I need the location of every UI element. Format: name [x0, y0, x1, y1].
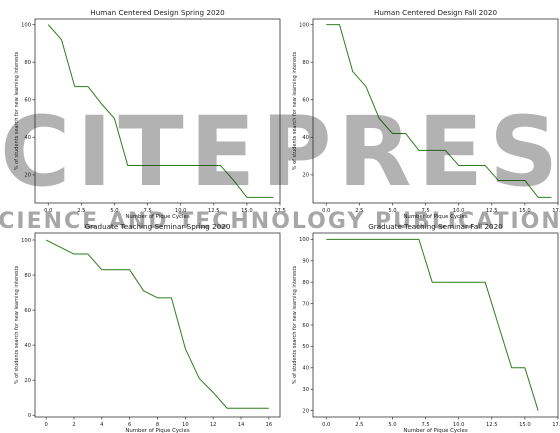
x-tick-label: 12.5	[486, 422, 498, 428]
y-tick-label: 100	[299, 237, 309, 243]
y-tick-label: 90	[302, 259, 309, 265]
chart-panel-1: Human Centered Design Spring 2020 0.0 2.5 5…	[14, 8, 286, 220]
y-tick-label: 40	[24, 135, 31, 141]
x-tick-label: 5.0	[388, 422, 396, 428]
x-tick-label: 12.5	[486, 208, 498, 214]
x-tick-label: 6	[128, 422, 131, 428]
y-tick-label: 60	[302, 323, 309, 329]
x-tick-label: 17.5	[552, 422, 560, 428]
y-tick-label: 60	[24, 98, 31, 104]
plot-frame	[34, 18, 281, 204]
y-tick-label: 60	[24, 308, 31, 314]
y-axis-label: % of students search for new learning in…	[14, 265, 20, 384]
x-tick-label: 16	[266, 422, 273, 428]
series-line	[47, 24, 274, 198]
x-tick-label: 15.0	[241, 208, 253, 214]
y-tick-label: 70	[302, 301, 309, 307]
x-tick-label: 0	[44, 422, 47, 428]
x-tick-label: 0.0	[322, 208, 330, 214]
chart-title: Human Centered Design Spring 2020	[90, 8, 225, 17]
x-tick-label: 2.5	[355, 422, 363, 428]
series-line	[45, 239, 269, 409]
chart-title: Graduate Teaching Seminar Fall 2020	[368, 222, 503, 231]
x-tick-label: 17.5	[274, 208, 286, 214]
y-tick-label: 60	[302, 98, 309, 104]
x-tick-label: 7.5	[421, 422, 429, 428]
y-axis-label: % of students search for new learning in…	[292, 265, 298, 384]
x-tick-label: 7.5	[143, 208, 151, 214]
y-tick-label: 100	[299, 22, 309, 28]
chart-title: Graduate Teaching Seminar Spring 2020	[85, 222, 231, 231]
y-tick-label: 30	[302, 387, 309, 393]
y-tick-label: 0	[28, 413, 31, 419]
x-tick-label: 17.5	[552, 208, 560, 214]
plot-frame	[34, 232, 281, 418]
y-tick-label: 20	[302, 173, 309, 179]
y-tick-label: 100	[21, 22, 31, 28]
series-line	[326, 24, 552, 198]
y-axis-label: % of students search for new learning in…	[14, 51, 20, 170]
x-tick-label: 10	[182, 422, 189, 428]
x-tick-label: 2	[72, 422, 75, 428]
y-axis-label: % of students search for new learning in…	[292, 51, 298, 170]
y-tick-label: 40	[302, 366, 309, 372]
chart-panel-2: Human Centered Design Fall 2020 0.0 2.5 5.0…	[292, 8, 560, 220]
plot-frame	[312, 232, 559, 418]
x-tick-label: 15.0	[519, 422, 531, 428]
chart-title: Human Centered Design Fall 2020	[374, 8, 497, 17]
y-tick-label: 80	[302, 60, 309, 66]
x-tick-label: 12.5	[208, 208, 220, 214]
chart-panel-3: Graduate Teaching Seminar Spring 2020 0 2 4…	[14, 222, 281, 433]
y-tick-label: 80	[302, 280, 309, 286]
x-tick-label: 5.0	[110, 208, 118, 214]
y-tick-label: 40	[24, 343, 31, 349]
x-tick-label: 4	[100, 422, 104, 428]
x-tick-label: 10.0	[453, 208, 465, 214]
x-axis-label: Number of Pique Cycles	[403, 428, 468, 433]
x-tick-label: 0.0	[322, 422, 330, 428]
x-tick-label: 2.5	[77, 208, 85, 214]
x-tick-label: 8	[156, 422, 159, 428]
y-tick-label: 100	[21, 238, 31, 244]
x-tick-label: 15.0	[519, 208, 531, 214]
plot-frame	[312, 18, 559, 204]
y-tick-label: 20	[24, 378, 31, 384]
chart-panel-4: Graduate Teaching Seminar Fall 2020 0.0 2.…	[292, 222, 560, 433]
x-tick-label: 5.0	[388, 208, 396, 214]
y-tick-label: 20	[302, 408, 309, 414]
x-axis-label: Number of Pique Cycles	[125, 214, 190, 220]
x-tick-label: 0.0	[44, 208, 52, 214]
y-tick-label: 80	[24, 273, 31, 279]
y-tick-label: 40	[302, 135, 309, 141]
x-axis-label: Number of Pique Cycles	[403, 214, 468, 220]
x-tick-label: 14	[238, 422, 245, 428]
x-tick-label: 10.0	[453, 422, 465, 428]
y-tick-label: 50	[302, 344, 309, 350]
x-axis-label: Number of Pique Cycles	[125, 428, 190, 433]
y-tick-label: 20	[24, 173, 31, 179]
y-tick-label: 80	[24, 60, 31, 66]
x-tick-label: 2.5	[355, 208, 363, 214]
x-tick-label: 7.5	[421, 208, 429, 214]
x-tick-label: 12	[210, 422, 217, 428]
x-tick-label: 10.0	[175, 208, 187, 214]
series-line	[326, 238, 539, 411]
